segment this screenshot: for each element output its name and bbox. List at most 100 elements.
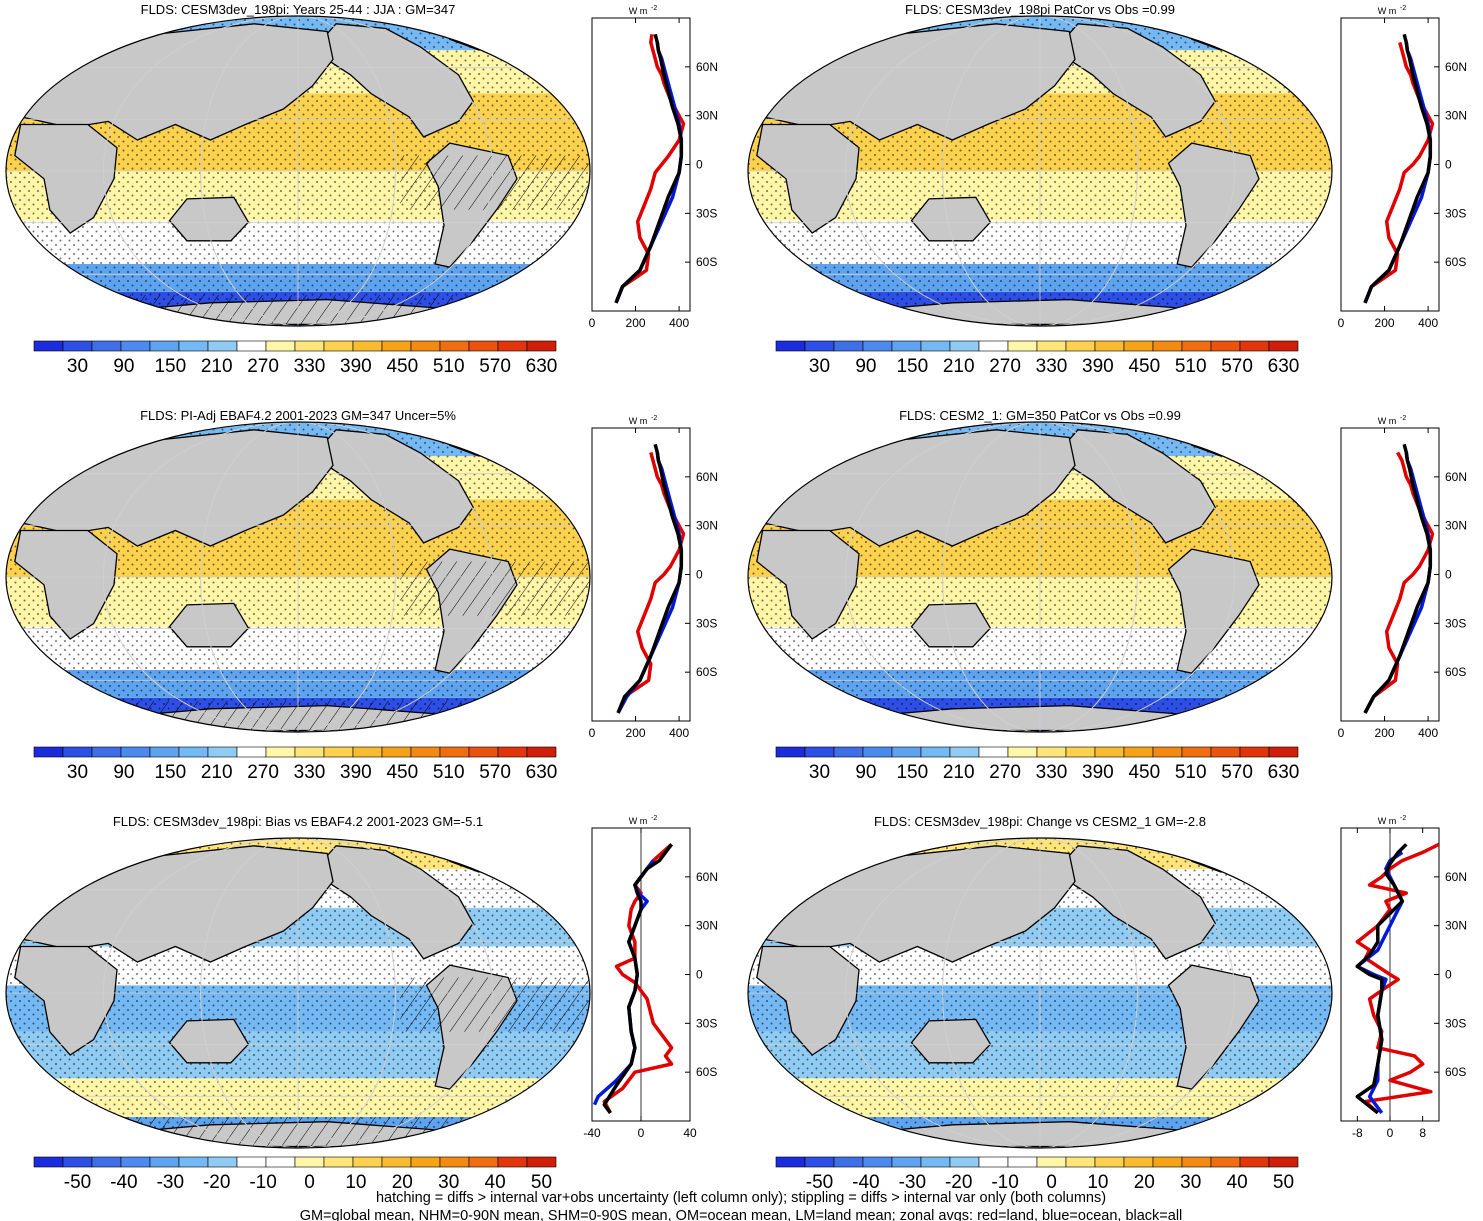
axis-units-exponent: -2 xyxy=(1400,815,1406,822)
zonal-profile-all xyxy=(1363,33,1433,304)
zonal-profile-all xyxy=(1355,843,1408,1115)
hatching-overlay xyxy=(400,977,590,1032)
map-border xyxy=(747,421,1333,733)
lat-tick-label: 30S xyxy=(696,206,717,220)
profile-frame xyxy=(1340,427,1440,722)
colorbar-swatch xyxy=(978,340,1009,352)
colorbar-tick-label: 330 xyxy=(1036,762,1068,783)
colorbar-tick-label: 270 xyxy=(989,356,1021,377)
colorbar-swatch xyxy=(323,340,354,352)
colorbar-tick-label: 390 xyxy=(340,356,372,377)
colorbar-swatch xyxy=(1123,1156,1154,1168)
colorbar-swatch xyxy=(1036,1156,1067,1168)
colorbar-swatch xyxy=(949,340,980,352)
x-tick-label: 400 xyxy=(669,726,689,740)
axis-units-exponent: -2 xyxy=(651,5,657,12)
colorbar-tick-label: 30 xyxy=(438,1172,459,1193)
colorbar-swatch xyxy=(1210,746,1241,758)
colorbar-tick-label: 10 xyxy=(1087,1172,1108,1193)
x-tick-label: 0 xyxy=(589,726,596,740)
colorbar-swatch xyxy=(1007,1156,1038,1168)
continent-australia xyxy=(168,602,250,648)
colorbar-swatch xyxy=(497,1156,528,1168)
colorbar-swatch xyxy=(91,1156,122,1168)
colorbar-swatch xyxy=(439,1156,470,1168)
colorbar-swatch xyxy=(468,746,499,758)
panel-title: FLDS: CESM2_1: GM=350 PatCor vs Obs =0.9… xyxy=(899,408,1181,423)
colorbar-swatch xyxy=(775,1156,806,1168)
lat-tick-label: 0 xyxy=(1445,158,1452,172)
colorbar-tick-label: 510 xyxy=(433,356,465,377)
continent-australia xyxy=(910,196,992,242)
colorbar-swatch xyxy=(1210,340,1241,352)
colorbar-swatch xyxy=(33,340,64,352)
graticule-meridian xyxy=(942,838,1138,1148)
panel-title: FLDS: CESM3dev_198pi PatCor vs Obs =0.99 xyxy=(905,2,1175,17)
continent-australia xyxy=(168,1018,250,1064)
colorbar-tick-label: 10 xyxy=(345,1172,366,1193)
colorbar-swatch xyxy=(1065,340,1096,352)
lat-tick-label: 60N xyxy=(696,60,718,74)
colorbar-tick-label: 270 xyxy=(989,762,1021,783)
colorbar-tick-label: -30 xyxy=(157,1172,184,1193)
hatching-overlay-south xyxy=(93,701,532,732)
colorbar-swatch xyxy=(381,340,412,352)
colorbar-swatch xyxy=(1268,1156,1299,1168)
continent-africa xyxy=(756,945,860,1056)
panel-3: FLDS: PI-Adj EBAF4.2 2001-2023 GM=347 Un… xyxy=(5,408,718,783)
colorbar-swatch xyxy=(381,1156,412,1168)
colorbar-tick-label: 20 xyxy=(392,1172,413,1193)
continent-africa xyxy=(14,123,118,234)
axis-units: W m xyxy=(629,6,648,16)
colorbar-tick-label: 30 xyxy=(809,356,830,377)
colorbar-swatch xyxy=(804,340,835,352)
lat-tick-label: 60S xyxy=(696,255,717,269)
lat-tick-label: 30N xyxy=(1445,519,1467,533)
colorbar-tick-label: 570 xyxy=(479,356,511,377)
lat-tick-label: 60N xyxy=(696,470,718,484)
colorbar-swatch xyxy=(526,1156,557,1168)
colorbar-tick-label: 450 xyxy=(386,762,418,783)
colorbar-swatch xyxy=(891,746,922,758)
axis-units: W m xyxy=(629,816,648,826)
lat-tick-label: 0 xyxy=(1445,568,1452,582)
panel-2: FLDS: CESM3dev_198pi PatCor vs Obs =0.99… xyxy=(747,2,1467,377)
zonal-profile-land xyxy=(1355,842,1439,1115)
continent-northAmerica xyxy=(311,23,474,138)
colorbar-swatch xyxy=(1268,746,1299,758)
lat-tick-label: 30N xyxy=(696,519,718,533)
lat-tick-label: 60N xyxy=(1445,870,1467,884)
map-border xyxy=(5,15,591,327)
hatching-overlay-south xyxy=(93,1117,532,1148)
graticule-meridian xyxy=(844,16,1236,326)
colorbar-tick-label: 90 xyxy=(855,356,876,377)
colorbar-swatch xyxy=(862,1156,893,1168)
colorbar-swatch xyxy=(323,1156,354,1168)
colorbar-swatch xyxy=(1036,746,1067,758)
colorbar-swatch xyxy=(1239,340,1270,352)
colorbar-swatch xyxy=(120,340,151,352)
graticule-meridian xyxy=(200,16,396,326)
colorbar-swatch xyxy=(207,340,238,352)
colorbar-tick-label: 40 xyxy=(1227,1172,1248,1193)
colorbar-swatch xyxy=(178,746,209,758)
colorbar-tick-label: 50 xyxy=(1273,1172,1294,1193)
colorbar-swatch xyxy=(178,340,209,352)
colorbar-swatch xyxy=(352,746,383,758)
colorbar-swatch xyxy=(323,746,354,758)
colorbar-tick-label: 270 xyxy=(247,356,279,377)
panel-5: FLDS: CESM3dev_198pi: Bias vs EBAF4.2 20… xyxy=(5,814,718,1193)
graticule-meridian xyxy=(200,838,396,1148)
colorbar-tick-label: 40 xyxy=(485,1172,506,1193)
continent-northAmerica xyxy=(1053,845,1216,960)
colorbar-tick-label: 50 xyxy=(531,1172,552,1193)
colorbar-tick-label: 30 xyxy=(67,356,88,377)
colorbar-swatch xyxy=(978,746,1009,758)
colorbar-tick-label: 330 xyxy=(294,356,326,377)
colorbar-swatch xyxy=(833,746,864,758)
x-tick-label: 0 xyxy=(1338,726,1345,740)
lat-tick-label: 30N xyxy=(696,109,718,123)
lat-tick-label: 30N xyxy=(1445,919,1467,933)
colorbar-swatch xyxy=(439,746,470,758)
colorbar-swatch xyxy=(1036,340,1067,352)
